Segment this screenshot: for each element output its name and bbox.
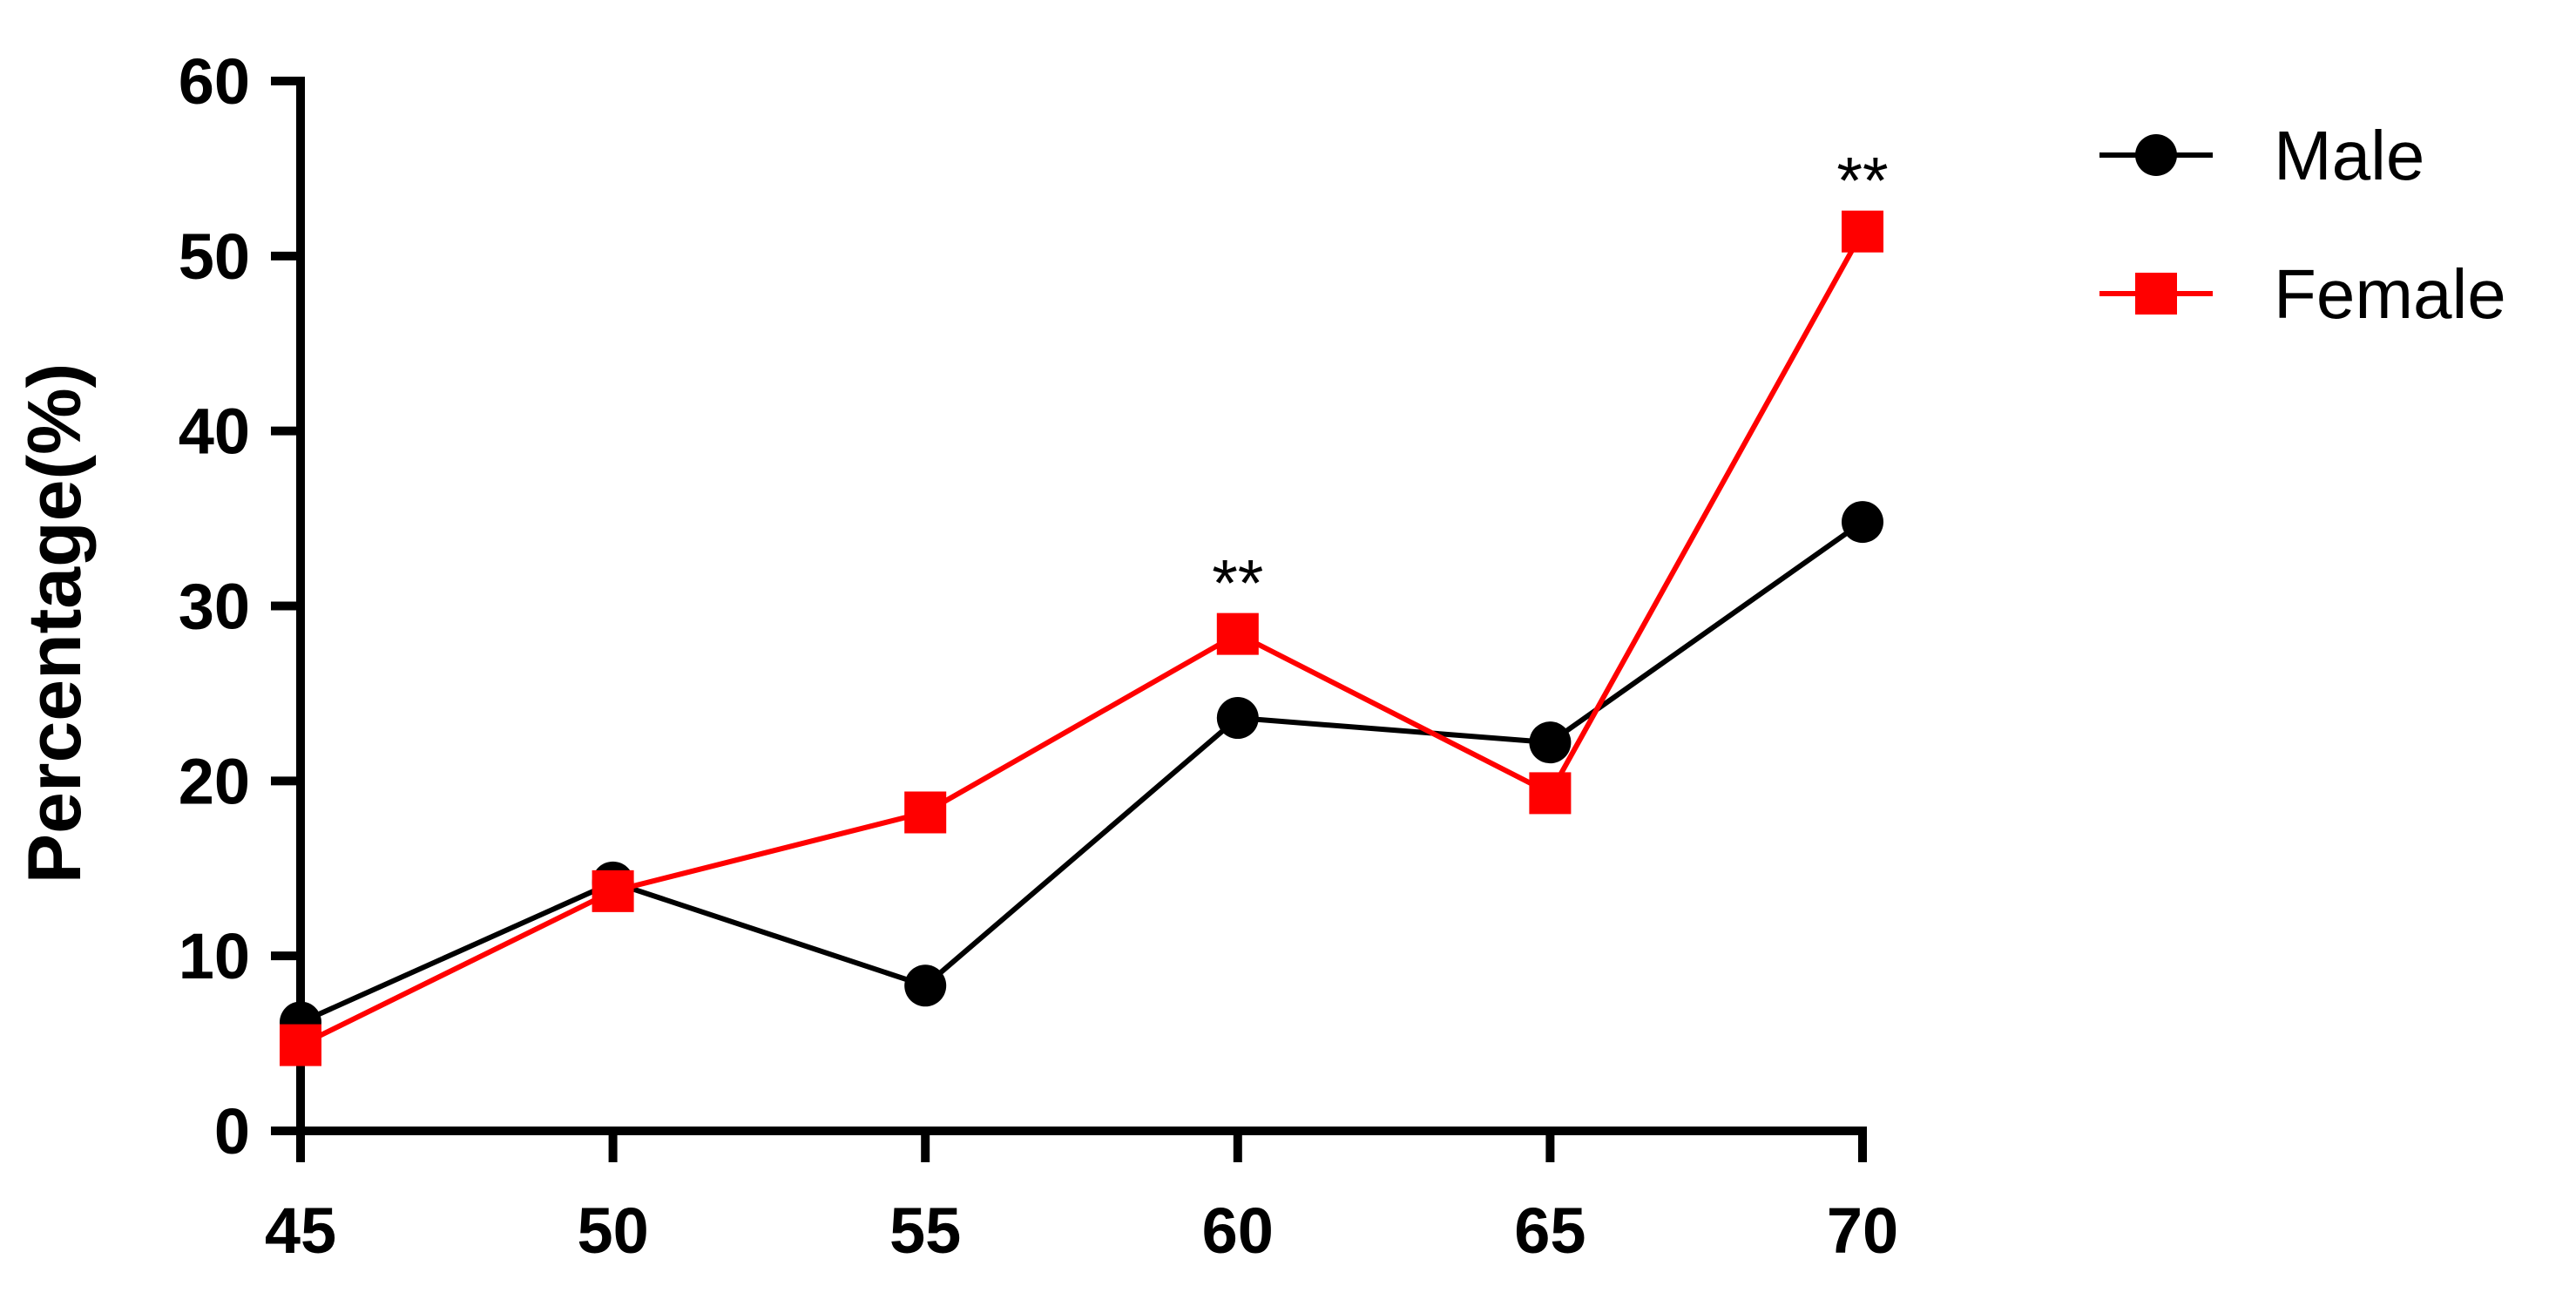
data-point-female xyxy=(1216,612,1259,655)
y-tick-label: 0 xyxy=(214,1095,250,1167)
x-tick-label: 55 xyxy=(889,1194,961,1267)
data-point-female xyxy=(904,791,947,834)
x-tick-label: 70 xyxy=(1827,1194,1898,1267)
series-plot-area xyxy=(280,210,1883,1066)
legend-label: Female xyxy=(2274,255,2506,333)
x-axis-ticks: 45 50 55 60 65 70 xyxy=(265,1131,1898,1267)
legend-label: Male xyxy=(2274,117,2424,194)
legend-item-female: Female xyxy=(2099,255,2506,333)
significance-marker: ** xyxy=(1836,145,1888,219)
x-tick-label: 45 xyxy=(265,1194,336,1267)
data-point-female xyxy=(280,1024,321,1066)
series-line-female xyxy=(299,230,1865,1048)
legend-marker-square xyxy=(2135,273,2177,315)
data-point-female xyxy=(1529,772,1572,815)
data-point-male xyxy=(904,964,947,1007)
data-point-female xyxy=(592,870,634,912)
legend-marker-circle xyxy=(2135,134,2177,176)
significance-marker: ** xyxy=(1212,547,1263,621)
y-axis-title: Percentage(%) xyxy=(13,363,97,883)
data-point-female xyxy=(1842,210,1883,253)
y-tick-label: 50 xyxy=(179,220,250,293)
series-line-male xyxy=(299,519,1864,1025)
y-tick-label: 30 xyxy=(179,571,250,643)
legend: Male Female xyxy=(2099,117,2506,333)
x-tick-label: 50 xyxy=(577,1194,648,1267)
y-tick-label: 20 xyxy=(179,745,250,817)
data-point-male xyxy=(1842,501,1883,544)
series-male xyxy=(280,501,1883,1044)
x-tick-label: 65 xyxy=(1514,1194,1585,1267)
axes xyxy=(296,77,1867,1135)
significance-annotations: ** ** xyxy=(1212,145,1888,621)
legend-item-male: Male xyxy=(2099,117,2424,194)
y-tick-label: 40 xyxy=(179,396,250,468)
x-tick-label: 60 xyxy=(1202,1194,1274,1267)
series-female xyxy=(280,210,1883,1066)
y-tick-label: 60 xyxy=(179,45,250,118)
data-point-male xyxy=(1529,721,1572,764)
data-point-male xyxy=(1216,697,1259,740)
y-axis-ticks: 0 10 20 30 40 50 60 xyxy=(179,45,301,1167)
y-tick-label: 10 xyxy=(179,920,250,992)
